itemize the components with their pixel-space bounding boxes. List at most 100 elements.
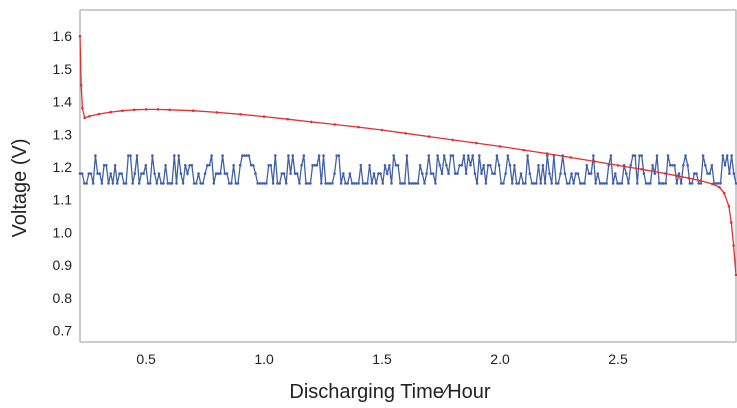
series-0-point: [663, 172, 667, 175]
series-1-point: [502, 182, 505, 185]
y-tick-label-7: 1.4: [53, 94, 73, 110]
series-1-point: [679, 182, 683, 185]
series-0-point: [727, 205, 731, 208]
series-1-point: [164, 164, 167, 167]
series-1-point: [412, 182, 415, 185]
series-1-point: [594, 182, 597, 185]
series-1-point: [276, 182, 279, 185]
series-1-point: [489, 164, 492, 167]
y-tick-label-6: 1.3: [53, 126, 73, 142]
series-1-point: [383, 164, 387, 167]
series-1-point: [260, 182, 264, 185]
series-1-point: [80, 172, 84, 175]
series-1-point: [168, 182, 172, 185]
series-0-point: [109, 110, 112, 114]
x-tick-label-1: 1.0: [254, 351, 274, 367]
series-0-point: [734, 273, 737, 277]
series-1-point: [682, 164, 685, 167]
series-1-point: [572, 182, 575, 185]
series-1-point: [732, 172, 736, 175]
series-1-point: [725, 154, 729, 157]
series-1-point: [664, 182, 668, 185]
series-1-point: [456, 172, 459, 175]
series-0-point: [711, 182, 714, 186]
series-1-point: [317, 154, 321, 157]
series-1-point: [581, 182, 584, 185]
series-1-point: [342, 172, 345, 175]
series-1-point: [451, 154, 455, 157]
series-1-point: [206, 164, 209, 167]
series-0-point: [286, 117, 290, 121]
series-0-point: [427, 135, 431, 138]
ticks-layer: 0.7 0.8 0.9 1.0 1.1 1.2 1.3 1.4 1.5 1.6 0.5 1.0 1.5 2…: [53, 28, 628, 367]
series-1-point: [208, 164, 211, 167]
series-1-point: [401, 182, 404, 185]
series-1-point: [379, 172, 382, 175]
series-1-point: [607, 164, 610, 167]
series-1-point: [249, 164, 253, 167]
series-1-point: [337, 154, 341, 157]
series-1-point: [140, 172, 143, 175]
series-0-point: [545, 152, 549, 155]
series-1-point: [651, 164, 654, 167]
series-1-point: [221, 154, 224, 157]
series-1-point: [344, 182, 347, 185]
series-1-point: [666, 154, 670, 157]
series-1-point: [203, 172, 207, 175]
series-layer: [78, 34, 737, 277]
series-1-point: [438, 164, 442, 167]
series-1-point: [493, 172, 497, 175]
series-1-point: [271, 182, 275, 185]
series-0-point: [81, 106, 84, 110]
y-tick-label-3: 1.0: [53, 224, 73, 240]
x-tick-label-4: 2.5: [608, 351, 628, 367]
series-1-point: [274, 154, 277, 157]
series-1-point: [210, 154, 213, 157]
series-1-point: [541, 164, 545, 167]
series-1-point: [704, 164, 707, 167]
series-1-point: [546, 154, 549, 157]
series-1-point: [377, 172, 380, 175]
series-1-point: [611, 182, 615, 185]
series-0-point: [730, 221, 733, 224]
series-1-point: [238, 164, 242, 167]
series-0-point: [732, 244, 735, 247]
series-1-point: [339, 182, 343, 185]
series-1-point: [83, 182, 86, 185]
series-1-point: [320, 182, 323, 185]
series-0-point: [239, 113, 242, 116]
series-1-point: [585, 164, 589, 167]
series-1-point: [618, 182, 621, 185]
series-1-point: [195, 182, 198, 185]
series-1-point: [173, 154, 176, 157]
series-1-point: [127, 154, 130, 157]
series-1-point: [440, 172, 444, 175]
series-1-point: [445, 164, 448, 167]
series-1-point: [236, 182, 240, 185]
series-1-point: [515, 182, 518, 185]
series-1-point: [605, 182, 608, 185]
series-1-point: [627, 182, 630, 185]
series-1-point: [504, 172, 507, 175]
series-1-point: [111, 182, 115, 185]
series-0-point: [144, 108, 148, 111]
series-1-point: [513, 164, 516, 167]
series-1-point: [596, 172, 600, 175]
series-1-point: [252, 164, 255, 167]
series-1-point: [118, 172, 121, 175]
x-axis-title: Discharging Time∕Hour: [289, 381, 491, 403]
series-1-point: [598, 182, 602, 185]
series-1-point: [322, 154, 325, 157]
series-1-point: [418, 164, 422, 167]
series-1-point: [442, 154, 446, 157]
series-1-point: [91, 182, 95, 185]
series-1-point: [372, 172, 376, 175]
series-1-point: [660, 182, 663, 185]
series-1-point: [403, 182, 407, 185]
series-1-point: [458, 164, 461, 167]
series-1-point: [423, 182, 426, 185]
series-1-point: [96, 172, 99, 175]
series-1-point: [587, 172, 591, 175]
series-1-point: [693, 172, 696, 175]
series-1-point: [78, 172, 82, 175]
